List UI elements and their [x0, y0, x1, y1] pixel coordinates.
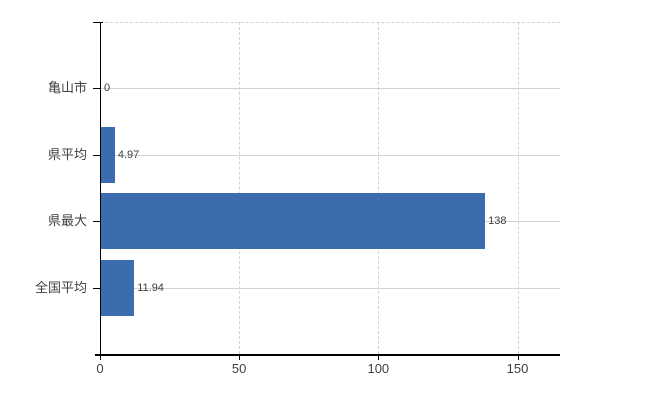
category-label: 全国平均 — [34, 279, 87, 295]
plot-top-border — [100, 22, 560, 23]
h-gridline — [100, 88, 560, 90]
value-label: 138 — [488, 215, 507, 228]
category-label: 亀山市 — [47, 80, 87, 96]
value-label: 0 — [104, 82, 111, 95]
x-tick-label: 0 — [96, 361, 104, 376]
x-tick-label: 100 — [367, 361, 390, 376]
y-tick — [93, 287, 100, 289]
v-gridline — [378, 22, 380, 354]
y-tick — [93, 221, 100, 223]
y-axis-line — [100, 22, 101, 354]
bar — [101, 126, 115, 183]
x-tick — [239, 354, 241, 360]
x-axis-line — [95, 354, 560, 356]
y-axis-top-cap — [93, 22, 103, 23]
x-tick — [378, 354, 380, 360]
value-label: 4.97 — [117, 148, 140, 161]
y-tick — [93, 154, 100, 156]
v-gridline — [517, 22, 519, 354]
x-tick-label: 150 — [506, 361, 529, 376]
v-gridline — [239, 22, 241, 354]
category-label: 県最大 — [47, 213, 87, 229]
bar — [101, 193, 486, 250]
y-tick — [93, 88, 100, 90]
x-tick — [100, 354, 101, 360]
category-label: 県平均 — [47, 146, 87, 162]
bar — [101, 259, 135, 316]
x-tick — [517, 354, 519, 360]
value-label: 11.94 — [137, 281, 164, 294]
h-gridline — [100, 287, 560, 289]
h-gridline — [100, 154, 560, 156]
x-tick-label: 50 — [231, 361, 247, 376]
